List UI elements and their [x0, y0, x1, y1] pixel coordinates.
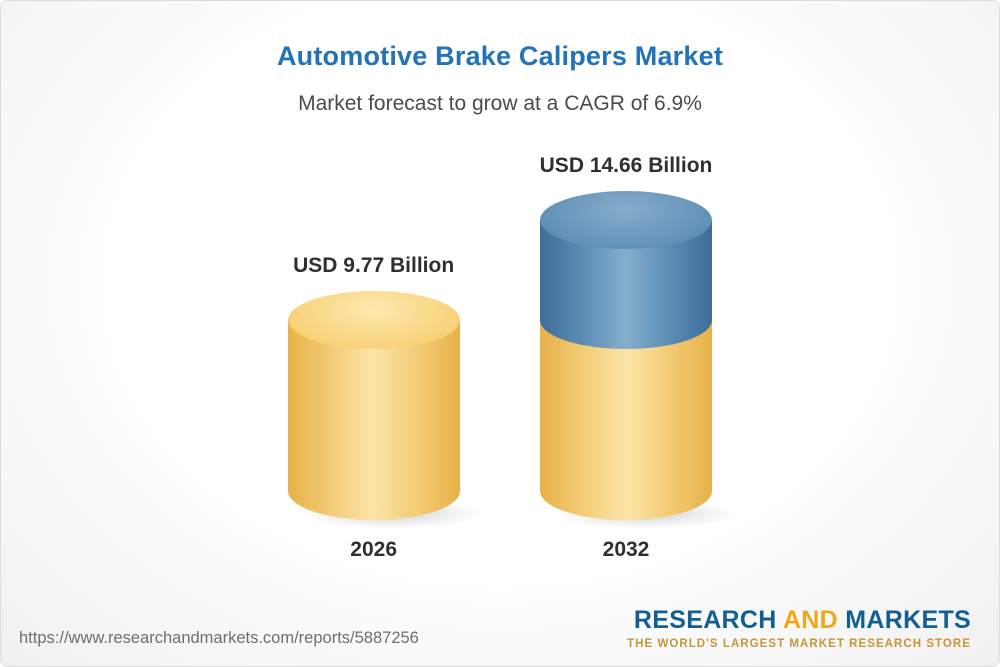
- chart-header: Automotive Brake Calipers Market Market …: [1, 1, 999, 116]
- bar-category-label-2026: 2026: [350, 538, 397, 561]
- page-subtitle: Market forecast to grow at a CAGR of 6.9…: [298, 92, 702, 115]
- bar-chart: USD 9.77 Billion 2026 USD 14.66 Billion …: [1, 116, 999, 568]
- bar-value-label-2026: USD 9.77 Billion: [293, 254, 455, 277]
- cylinder-2032: [540, 191, 735, 529]
- chart-footer: https://www.researchandmarkets.com/repor…: [1, 606, 999, 666]
- logo-word-markets: MARKETS: [845, 606, 971, 634]
- bar-group-2026: USD 9.77 Billion 2026: [287, 254, 483, 568]
- bar-category-label-2032: 2032: [602, 538, 650, 561]
- report-url[interactable]: https://www.researchandmarkets.com/repor…: [19, 629, 419, 647]
- logo-word-and: AND: [782, 606, 839, 634]
- cylinder-body-base: [287, 320, 460, 520]
- cylinder-2026: [287, 291, 483, 529]
- bar-value-label-2032: USD 14.66 Billion: [539, 154, 713, 177]
- logo-wordmark: RESEARCH AND MARKETS: [627, 606, 971, 635]
- cylinder-top-ellipse: [287, 291, 460, 349]
- page-title: Automotive Brake Calipers Market: [276, 41, 724, 71]
- researchandmarkets-logo: RESEARCH AND MARKETS THE WORLD'S LARGEST…: [627, 606, 971, 650]
- logo-tagline: THE WORLD'S LARGEST MARKET RESEARCH STOR…: [627, 638, 971, 650]
- cylinder-body-base: [540, 320, 712, 520]
- cylinder-top-ellipse: [540, 191, 712, 249]
- bar-group-2032: USD 14.66 Billion 2032: [539, 154, 735, 568]
- logo-word-research: RESEARCH: [633, 606, 777, 634]
